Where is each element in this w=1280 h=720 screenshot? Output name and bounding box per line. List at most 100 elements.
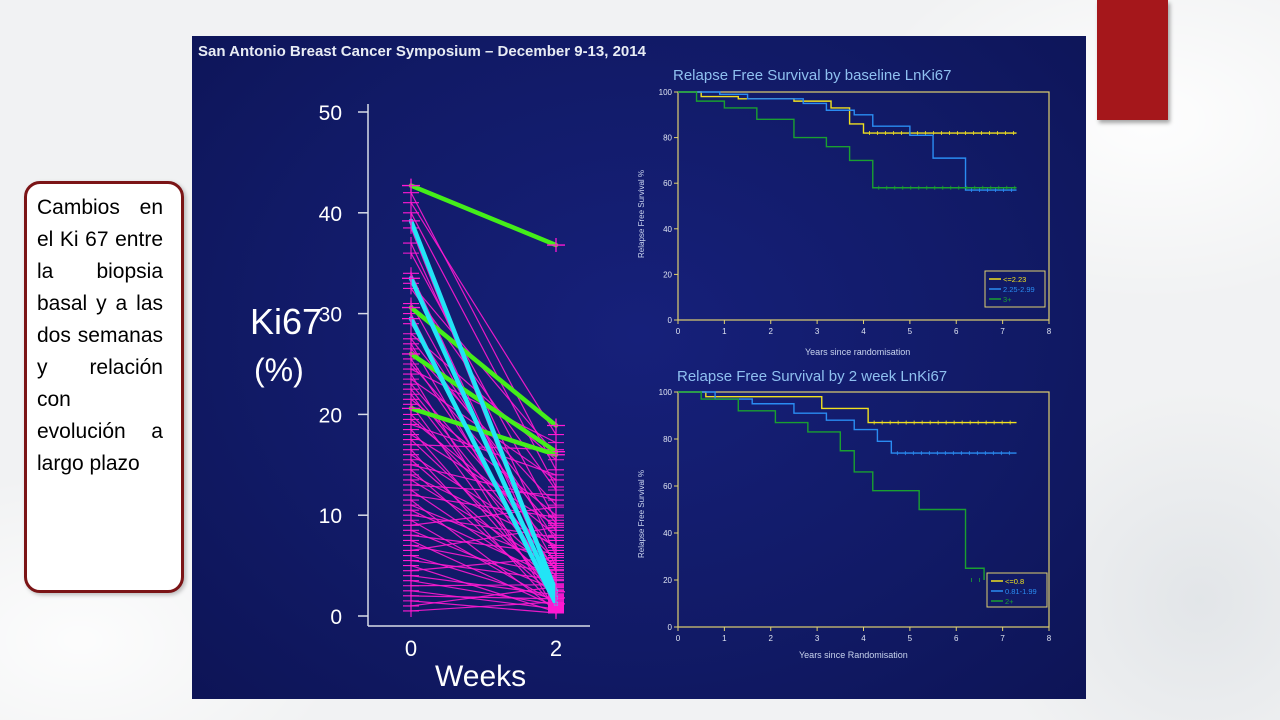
ki67-xlabel: Weeks xyxy=(435,660,526,693)
ki67-patient-line xyxy=(410,559,557,581)
km-y-tick-label: 60 xyxy=(663,179,672,188)
km-x-tick-label: 7 xyxy=(1000,634,1005,643)
km-chart-2week: Relapse Free Survival by 2 week LnKi67 Y… xyxy=(637,368,1052,660)
km-chart-baseline: Relapse Free Survival by baseline LnKi67… xyxy=(637,67,1052,357)
ki67-point-marker xyxy=(403,247,419,260)
km2-title: Relapse Free Survival by 2 week LnKi67 xyxy=(677,368,947,385)
ki67-point-marker xyxy=(403,383,419,396)
ki67-point-marker xyxy=(548,563,564,576)
ki67-highlight-line xyxy=(408,183,559,248)
ki67-point-marker xyxy=(403,196,419,209)
ki67-patient-line xyxy=(410,418,557,536)
ki67-point-marker xyxy=(403,332,419,345)
ki67-x-tick-label: 0 xyxy=(405,636,417,661)
km-y-tick-label: 80 xyxy=(663,134,672,143)
ki67-highlight-line xyxy=(408,406,559,457)
km-x-tick-label: 2 xyxy=(769,634,774,643)
ki67-point-marker xyxy=(402,311,420,326)
km-survival-curve xyxy=(678,391,1017,424)
ki67-patient-line xyxy=(410,590,557,610)
km-x-tick-label: 5 xyxy=(908,327,913,336)
ki67-patient-line xyxy=(410,539,557,608)
ki67-y-tick-label: 50 xyxy=(319,102,342,125)
km2-xlabel: Years since Randomisation xyxy=(799,650,908,660)
km-x-tick-label: 1 xyxy=(722,634,727,643)
km-x-tick-label: 5 xyxy=(908,634,913,643)
ki67-patient-line xyxy=(410,506,557,526)
km-survival-curve xyxy=(678,91,1017,191)
km-x-tick-label: 3 xyxy=(815,634,820,643)
km-x-tick-label: 0 xyxy=(676,634,681,643)
km-survival-curve xyxy=(678,91,1017,189)
ki67-patient-line xyxy=(410,601,557,612)
km1-title: Relapse Free Survival by baseline LnKi67 xyxy=(673,67,952,84)
ki67-point-marker xyxy=(403,363,419,376)
ki67-y-tick-label: 20 xyxy=(319,404,342,427)
ki67-point-marker xyxy=(547,418,565,433)
ki67-patient-line xyxy=(410,449,557,609)
ki67-point-marker xyxy=(548,463,564,476)
accent-tab xyxy=(1097,0,1168,120)
ki67-point-marker xyxy=(403,604,419,617)
ki67-patient-line xyxy=(410,383,557,551)
ki67-patient-line xyxy=(410,586,557,607)
km-y-tick-label: 0 xyxy=(668,623,673,632)
km-y-tick-label: 100 xyxy=(659,88,673,97)
ki67-point-marker xyxy=(402,401,420,416)
ki67-point-marker xyxy=(547,596,565,611)
ki67-point-marker xyxy=(548,480,564,493)
ki67-point-marker xyxy=(548,551,564,564)
ki67-point-marker xyxy=(548,501,564,514)
ki67-patient-line xyxy=(410,202,557,435)
ki67-point-marker xyxy=(547,447,565,462)
ki67-ylabel-unit: (%) xyxy=(254,352,304,388)
km-y-tick-label: 20 xyxy=(663,576,672,585)
km-legend-label: <=0.8 xyxy=(1005,577,1024,586)
ki67-patient-line xyxy=(410,565,557,613)
ki67-highlight-line xyxy=(408,316,559,607)
km-legend-label: <=2.23 xyxy=(1003,275,1026,284)
slide-canvas: San Antonio Breast Cancer Symposium – De… xyxy=(198,43,1052,693)
ki67-highlight-line xyxy=(408,218,559,595)
ki67-patient-line xyxy=(410,212,557,488)
km-y-tick-label: 80 xyxy=(663,435,672,444)
km-x-tick-label: 6 xyxy=(954,634,959,643)
ki67-point-marker xyxy=(402,271,420,286)
km-legend-label: 3+ xyxy=(1003,295,1012,304)
ki67-highlight-line xyxy=(408,276,559,601)
ki67-y-tick-label: 10 xyxy=(319,505,342,528)
ki67-y-tick-label: 40 xyxy=(319,203,342,226)
km1-ylabel: Relapse Free Survival % xyxy=(637,170,646,258)
ki67-point-marker xyxy=(548,517,564,530)
km-x-tick-label: 4 xyxy=(861,634,866,643)
km-survival-curve xyxy=(678,91,1017,134)
km-y-tick-label: 20 xyxy=(663,270,672,279)
ki67-patient-line xyxy=(410,333,557,461)
ki67-patient-line xyxy=(410,252,557,521)
km-x-tick-label: 8 xyxy=(1047,634,1052,643)
ki67-patient-line xyxy=(410,288,557,491)
ki67-patient-line xyxy=(410,192,557,471)
ki67-y-tick-label: 0 xyxy=(330,606,342,629)
km-x-tick-label: 7 xyxy=(1000,327,1005,336)
km-y-tick-label: 60 xyxy=(663,482,672,491)
km-x-tick-label: 1 xyxy=(722,327,727,336)
ki67-patient-line xyxy=(410,464,557,501)
km-legend-label: 2+ xyxy=(1005,597,1014,606)
ki67-y-tick-label: 30 xyxy=(319,304,342,327)
ki67-patient-line xyxy=(410,469,557,598)
km2-ylabel: Relapse Free Survival % xyxy=(637,470,646,558)
ki67-point-marker xyxy=(548,531,564,544)
caption-text: Cambios en el Ki 67 entre la biopsia bas… xyxy=(37,196,163,475)
ki67-patient-line xyxy=(410,544,557,575)
km-y-tick-label: 0 xyxy=(668,316,673,325)
ki67-patient-line xyxy=(410,403,557,602)
ki67-point-marker xyxy=(547,238,565,253)
km-legend-label: 0.81-1.99 xyxy=(1005,587,1037,596)
ki67-chart: Ki67 (%) Weeks 0 10 20 30 40 50 0 2 xyxy=(250,102,590,693)
km-x-tick-label: 8 xyxy=(1047,327,1052,336)
ki67-patient-line xyxy=(410,348,557,506)
embedded-slide: San Antonio Breast Cancer Symposium – De… xyxy=(192,36,1086,699)
km-x-tick-label: 3 xyxy=(815,327,820,336)
ki67-patient-line xyxy=(410,584,557,587)
